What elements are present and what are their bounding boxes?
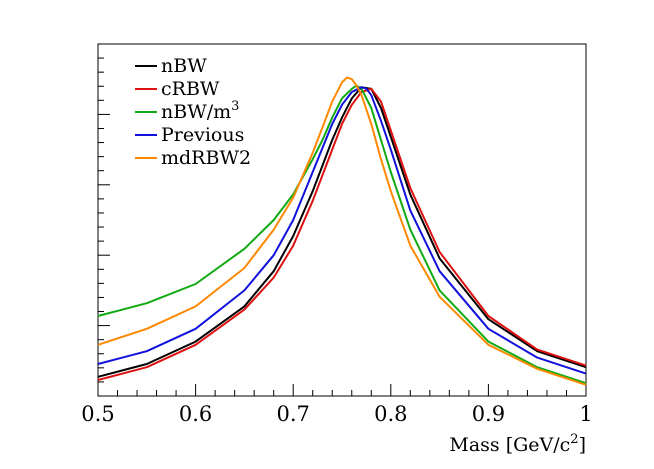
x-tick-label: 0.9	[472, 402, 505, 426]
x-tick-label: 0.5	[81, 402, 114, 426]
plot-frame	[97, 43, 587, 397]
legend-label: cRBW	[161, 78, 220, 100]
series-line-nbw	[97, 86, 587, 378]
series-line-mdrbw2	[97, 76, 587, 386]
x-axis-label: Mass [GeV/c2]	[449, 432, 586, 456]
series-lines	[97, 76, 587, 386]
legend-label: nBW/m3	[161, 99, 239, 123]
x-axis-ticks: 0.5 0.6 0.7 0.8 0.9 1	[81, 384, 593, 426]
legend-label: nBW	[161, 55, 207, 77]
series-line-previous	[97, 86, 587, 375]
x-tick-label: 1	[579, 402, 592, 426]
series-line-nbw-m	[97, 84, 587, 385]
x-tick-label: 0.6	[179, 402, 212, 426]
x-tick-label: 0.7	[276, 402, 309, 426]
y-axis-ticks	[98, 43, 110, 397]
legend-label: mdRBW2	[161, 147, 251, 169]
series-line-crbw	[97, 87, 587, 381]
x-tick-label: 0.8	[374, 402, 407, 426]
legend-label: Previous	[161, 124, 244, 146]
